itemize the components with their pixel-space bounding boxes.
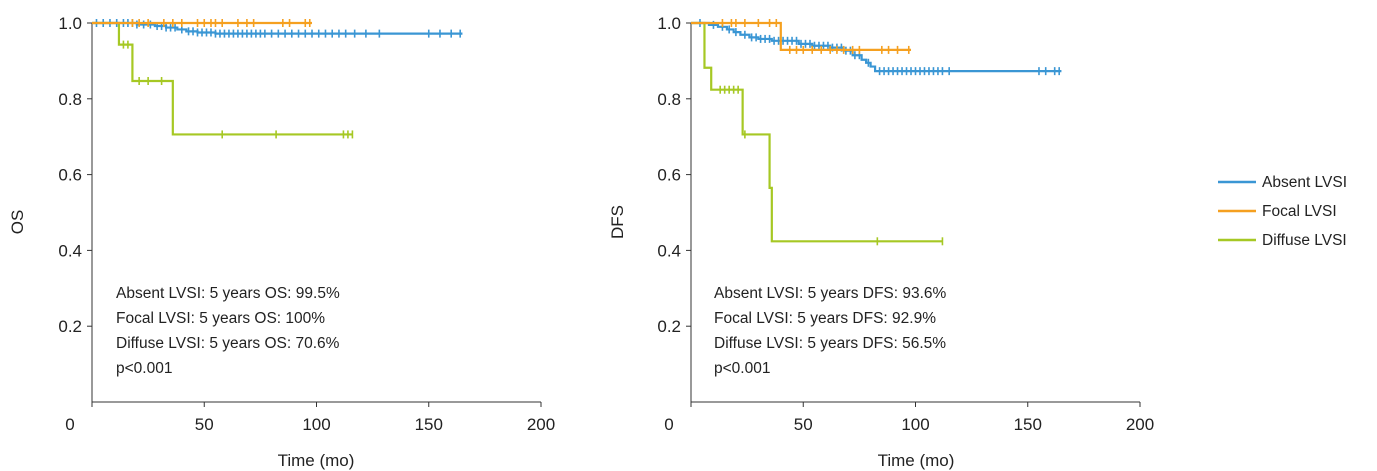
dfs-curve-diffuse-lvsi xyxy=(691,21,943,243)
legend: Absent LVSI Focal LVSI Diffuse LVSI xyxy=(1218,174,1347,249)
os-y-axis-title: OS xyxy=(8,210,27,235)
dfs-annotation-focal: Focal LVSI: 5 years DFS: 92.9% xyxy=(714,310,936,327)
os-annotation-pvalue: p<0.001 xyxy=(116,360,172,377)
legend-item-absent: Absent LVSI xyxy=(1218,174,1347,191)
os-x-axis-title: Time (mo) xyxy=(278,451,355,470)
dfs-x-tick-label: 100 xyxy=(901,415,929,434)
dfs-y-tick-label: 1.0 xyxy=(657,14,681,33)
dfs-y-tick-label: 0.4 xyxy=(657,241,681,260)
os-curve-diffuse-lvsi xyxy=(92,21,353,136)
legend-label-absent: Absent LVSI xyxy=(1262,174,1347,191)
os-y-tick-label: 0.4 xyxy=(58,241,82,260)
legend-item-diffuse: Diffuse LVSI xyxy=(1218,232,1347,249)
dfs-y-axis-title: DFS xyxy=(608,205,627,239)
dfs-annotation-absent: Absent LVSI: 5 years DFS: 93.6% xyxy=(714,285,947,302)
os-x-tick-label: 150 xyxy=(415,415,443,434)
dfs-x-axis-title: Time (mo) xyxy=(878,451,955,470)
os-annotation-diffuse: Diffuse LVSI: 5 years OS: 70.6% xyxy=(116,335,340,352)
dfs-x-tick-label: 200 xyxy=(1126,415,1154,434)
os-x-tick-label: 100 xyxy=(302,415,330,434)
legend-item-focal: Focal LVSI xyxy=(1218,203,1337,220)
dfs-annotation-pvalue: p<0.001 xyxy=(714,360,770,377)
legend-label-diffuse: Diffuse LVSI xyxy=(1262,232,1347,249)
os-y-tick-label: 0.6 xyxy=(58,166,82,185)
dfs-x-tick-label: 50 xyxy=(794,415,813,434)
os-x-tick-label: 50 xyxy=(195,415,214,434)
os-chart: 0.2 0.4 0.6 0.8 1.0 0 50 100 150 200 OS Time (mo)… xyxy=(8,14,555,470)
dfs-x-tick-label: 150 xyxy=(1014,415,1042,434)
dfs-x-tick-label: 0 xyxy=(664,415,673,434)
os-x-tick-label: 0 xyxy=(65,415,74,434)
os-y-tick-label: 0.8 xyxy=(58,90,82,109)
dfs-y-tick-label: 0.2 xyxy=(657,317,681,336)
dfs-y-tick-label: 0.6 xyxy=(657,166,681,185)
dfs-chart: 0.2 0.4 0.6 0.8 1.0 0 50 100 150 200 DFS Time (mo… xyxy=(608,14,1154,470)
dfs-annotation-diffuse: Diffuse LVSI: 5 years DFS: 56.5% xyxy=(714,335,946,352)
os-y-tick-label: 1.0 xyxy=(58,14,82,33)
legend-label-focal: Focal LVSI xyxy=(1262,203,1337,220)
os-y-tick-label: 0.2 xyxy=(58,317,82,336)
os-plot-area: 0.2 0.4 0.6 0.8 1.0 0 50 100 150 200 xyxy=(58,14,555,434)
dfs-curve-absent-lvsi xyxy=(691,21,1062,73)
os-annotation-absent: Absent LVSI: 5 years OS: 99.5% xyxy=(116,285,340,302)
dfs-plot-area: 0.2 0.4 0.6 0.8 1.0 0 50 100 150 200 xyxy=(657,14,1154,434)
os-x-tick-label: 200 xyxy=(527,415,555,434)
dfs-y-tick-label: 0.8 xyxy=(657,90,681,109)
os-annotation-focal: Focal LVSI: 5 years OS: 100% xyxy=(116,310,325,327)
